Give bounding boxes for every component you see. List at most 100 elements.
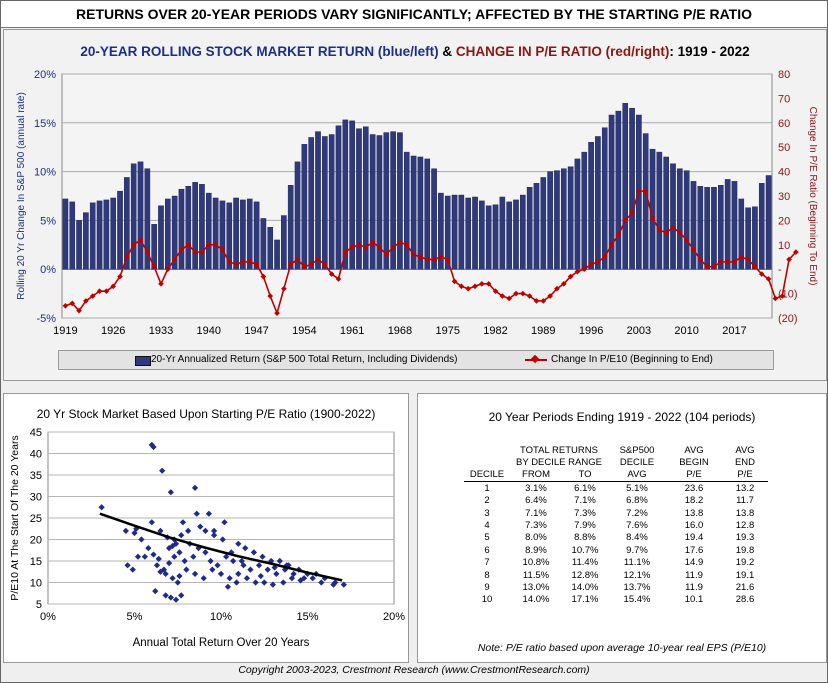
pe-change-marker [383,251,390,258]
return-bar [513,199,519,270]
pe-change-marker [308,261,315,268]
pe-change-marker [438,254,444,260]
scatter-point [202,527,209,535]
x-tick-label: 1961 [340,325,364,337]
return-bar [492,204,499,270]
return-bar [117,190,123,270]
cell-avg: 13.7% [623,581,651,593]
scatter-x-tick: 20% [383,611,405,623]
pe-change-marker [369,239,376,246]
table-row: 3 7.1% 7.3% 7.2% 13.8 13.8 [464,507,768,519]
y2-tick-label: 30 [778,191,790,203]
title-ampersand: & [438,44,456,59]
scatter-point [134,553,142,560]
pe-change-marker [479,281,485,287]
pe-change-marker [601,254,608,260]
return-bar [758,183,765,270]
table-row: 6 8.9% 10.7% 9.7% 17.6 19.8 [464,544,768,556]
pe-change-marker [69,300,76,307]
pe-change-marker [328,271,335,277]
pe-change-marker [274,310,280,316]
pe-change-marker [110,283,117,290]
x-tick-label: 1940 [197,325,221,337]
pe-change-marker [117,273,123,280]
pe-change-marker [390,244,396,251]
pe-change-marker [246,259,253,265]
cell-begin-pe: 16.0 [684,520,704,532]
cell-end-pe: 11.7 [736,495,754,507]
pe-change-marker [212,241,219,248]
title-red-part: CHANGE IN P/E RATIO (red/right) [455,44,670,59]
return-bar [554,170,560,270]
pe-change-marker [608,241,615,248]
pe-change-marker [260,273,267,280]
return-bar [574,158,581,270]
return-bar [656,151,663,270]
cell-to: 6.1% [574,482,596,494]
return-bar [233,197,239,270]
scatter-point [157,527,164,535]
return-bar [199,184,205,270]
pe-change-marker [738,254,745,260]
cell-avg: 11.1% [623,557,651,569]
return-bar [595,136,601,270]
table-row: 10 14.0% 17.1% 15.4% 10.1 28.6 [464,594,768,606]
cell-avg: 8.4% [626,532,648,544]
y2-axis-title: Change In P/E Ratio (Beginning To End) [807,107,818,286]
cell-avg: 7.6% [626,520,648,532]
scatter-y-tick: 30 [30,492,42,504]
return-bar [711,187,717,270]
x-tick-label: 1968 [388,325,412,337]
cell-avg: 9.7% [626,544,648,556]
table-row: 8 11.5% 12.8% 12.1% 11.9 19.1 [464,569,768,581]
scatter-y-tick: 25 [30,513,42,525]
pe-change-marker [185,241,192,248]
return-bar [192,182,198,270]
return-bar [745,207,751,270]
return-bar [397,132,403,270]
pe-change-marker [301,263,308,270]
pe-change-marker [199,249,205,255]
cell-avg: 5.1% [626,482,648,494]
return-bar [724,179,731,270]
pe-change-marker [752,263,758,270]
pe-change-marker [281,285,287,292]
return-bar [260,218,267,270]
return-bar [212,197,219,270]
return-bar [274,239,280,270]
y2-tick-label: 60 [778,118,790,130]
pe-change-marker [547,293,553,299]
table-header-row-3: DECILE FROM TO AVG P/E P/E [464,468,768,483]
return-bar [458,194,465,270]
return-bar [158,205,164,270]
pe-change-marker [192,249,198,255]
cell-end-pe: 19.8 [735,544,755,556]
y-axis-title: Rolling 20 Yr Change In S&P 500 (annual … [16,92,27,300]
y-tick-label: 5% [40,215,56,227]
legend-bar-swatch [135,356,151,366]
pe-change-marker [786,256,792,263]
trend-line [99,512,343,582]
cell-to: 14.0% [571,581,599,593]
return-bar [547,171,553,270]
return-bar [533,183,540,270]
scatter-chart: 20 Yr Stock Market Based Upon Starting P… [9,407,405,649]
col-end-pe: P/E [722,468,768,483]
return-bar [240,199,246,270]
return-bar [89,202,96,270]
cell-decile: 6 [484,544,490,556]
pe-change-marker [219,246,226,253]
return-bar [226,202,233,270]
pe-change-marker [89,293,96,299]
pe-change-marker [349,244,355,251]
return-bar [499,196,506,270]
pe-change-marker [76,307,82,314]
pe-change-marker [765,276,772,282]
return-bar [178,188,185,270]
cell-from: 8.9% [525,544,547,556]
pe-change-marker [103,288,110,294]
pe-change-marker [793,249,799,255]
pe-change-marker [758,271,765,277]
pe-change-marker [731,259,738,265]
pe-change-marker [554,285,560,292]
